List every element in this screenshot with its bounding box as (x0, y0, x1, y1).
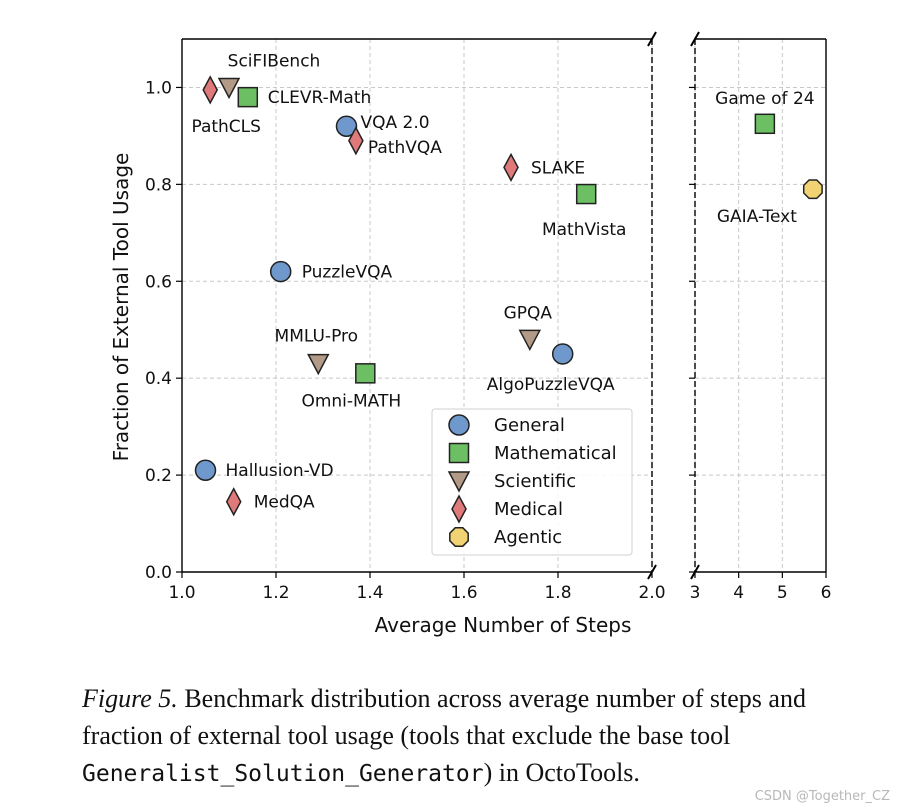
point-label-hallusion-vd: Hallusion-VD (226, 461, 334, 481)
point-labels: SciFIBench PathCLS CLEVR-Math VQA 2.0 PathVQ… (191, 51, 814, 512)
scatter-chart: 0.0 0.2 0.4 0.6 0.8 1.0 1.0 1.2 1.4 1.6 1.8 2.0 3 4 5 6… (109, 31, 831, 637)
point-clevr-math (237, 86, 259, 108)
point-label-gaia-text: GAIA-Text (717, 207, 797, 227)
point-label-mmlu-pro: MMLU-Pro (275, 327, 359, 347)
point-gpqa (518, 329, 542, 352)
point-pathcls (202, 75, 219, 105)
x-tick-label: 1.6 (450, 583, 477, 603)
point-label-game-of-24: Game of 24 (715, 89, 814, 109)
axis-break-mark (647, 31, 657, 47)
point-algopuzzlevqa (551, 343, 574, 365)
legend-label-mathematical: Mathematical (494, 443, 617, 464)
point-mathvista (575, 183, 597, 205)
point-label-vqa-2-0: VQA 2.0 (361, 113, 430, 133)
legend-label-general: General (494, 415, 565, 436)
legend-marker-general (448, 414, 470, 436)
point-pathvqa (348, 126, 364, 156)
y-axis-label: Fraction of External Tool Usage (109, 153, 133, 462)
point-hallusion-vd (194, 459, 217, 481)
caption-text-2: ) in OctoTools. (483, 758, 640, 787)
x-axis-label: Average Number of Steps (375, 613, 632, 637)
point-label-puzzlevqa: PuzzleVQA (302, 263, 393, 283)
figure-caption: Figure 5. Benchmark distribution across … (82, 680, 882, 793)
x-tick-label: 1.2 (262, 583, 289, 603)
point-label-mathvista: MathVista (542, 220, 626, 240)
point-slake (503, 152, 519, 182)
point-vqa-2-0 (335, 115, 358, 137)
legend-label-medical: Medical (494, 499, 563, 520)
point-label-algopuzzlevqa: AlgoPuzzleVQA (487, 375, 615, 395)
tick-labels: 0.0 0.2 0.4 0.6 0.8 1.0 1.0 1.2 1.4 1.6 1.8 2.0 3 4 5 6 (145, 78, 831, 603)
x-tick-label: 1.8 (544, 583, 571, 603)
point-scifibench (217, 77, 241, 100)
y-tick-label: 0.8 (145, 175, 172, 195)
watermark: CSDN @Together_CZ (754, 789, 890, 804)
point-gaia-text (802, 179, 823, 200)
point-omni-math (355, 363, 376, 384)
legend-marker-agentic (449, 527, 469, 547)
point-label-clevr-math: CLEVR-Math (268, 88, 372, 108)
legend-marker-medical (451, 494, 467, 524)
x-tick-label: 5 (777, 583, 788, 603)
x-tick-label: 4 (733, 583, 744, 603)
caption-code: Generalist_Solution_Generator (82, 761, 484, 787)
point-label-slake: SLAKE (531, 158, 585, 178)
axis-break-mark (690, 31, 700, 47)
x-tick-label: 3 (690, 583, 701, 603)
point-label-omni-math: Omni-MATH (301, 391, 401, 411)
point-label-pathvqa: PathVQA (368, 138, 442, 158)
legend-label-agentic: Agentic (494, 527, 562, 548)
data-points (194, 75, 823, 517)
y-tick-label: 0.0 (145, 563, 172, 583)
point-mmlu-pro (307, 353, 330, 376)
y-tick-label: 0.6 (145, 272, 172, 292)
legend-box (431, 408, 633, 556)
point-label-gpqa: GPQA (504, 303, 553, 323)
point-puzzlevqa (269, 260, 292, 283)
legend-marker-scientific (447, 471, 471, 493)
axes (181, 31, 827, 580)
y-tick-label: 0.4 (145, 369, 172, 389)
point-medqa (225, 487, 242, 517)
caption-text-1: Benchmark distribution across average nu… (82, 684, 806, 750)
x-tick-label: 1.0 (168, 583, 195, 603)
point-label-pathcls: PathCLS (191, 117, 260, 137)
point-label-scifibench: SciFIBench (228, 51, 321, 71)
point-label-medqa: MedQA (254, 493, 315, 513)
y-tick-label: 1.0 (145, 78, 172, 98)
point-game-of-24 (754, 113, 776, 135)
x-tick-label: 6 (821, 583, 832, 603)
legend-label-scientific: Scientific (494, 471, 576, 492)
x-tick-label: 1.4 (356, 583, 383, 603)
legend: General Mathematical Scientific Medical Agen… (431, 408, 633, 556)
figure-label: Figure 5. (82, 684, 178, 713)
legend-marker-mathematical (448, 442, 470, 464)
y-tick-label: 0.2 (145, 466, 172, 486)
x-tick-label: 2.0 (638, 583, 665, 603)
